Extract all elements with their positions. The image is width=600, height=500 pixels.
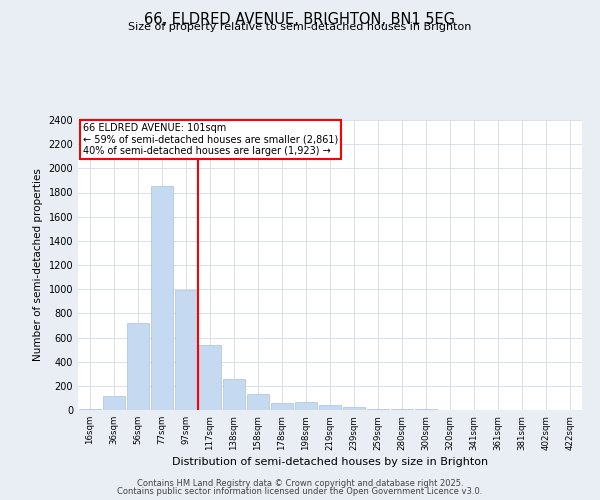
Bar [223,379,245,410]
Text: 66 ELDRED AVENUE: 101sqm
← 59% of semi-detached houses are smaller (2,861)
40% o: 66 ELDRED AVENUE: 101sqm ← 59% of semi-d… [83,123,338,156]
Bar [319,405,341,410]
Bar [247,394,269,410]
Bar [151,186,173,410]
Y-axis label: Number of semi-detached properties: Number of semi-detached properties [33,168,43,362]
Bar [127,323,149,410]
Text: Contains HM Land Registry data © Crown copyright and database right 2025.: Contains HM Land Registry data © Crown c… [137,478,463,488]
Bar [343,407,365,410]
X-axis label: Distribution of semi-detached houses by size in Brighton: Distribution of semi-detached houses by … [172,456,488,466]
Bar [295,402,317,410]
Bar [367,409,389,410]
Bar [175,290,197,410]
Bar [271,403,293,410]
Text: Contains public sector information licensed under the Open Government Licence v3: Contains public sector information licen… [118,487,482,496]
Bar [103,396,125,410]
Bar [199,345,221,410]
Text: 66, ELDRED AVENUE, BRIGHTON, BN1 5EG: 66, ELDRED AVENUE, BRIGHTON, BN1 5EG [145,12,455,28]
Text: Size of property relative to semi-detached houses in Brighton: Size of property relative to semi-detach… [128,22,472,32]
